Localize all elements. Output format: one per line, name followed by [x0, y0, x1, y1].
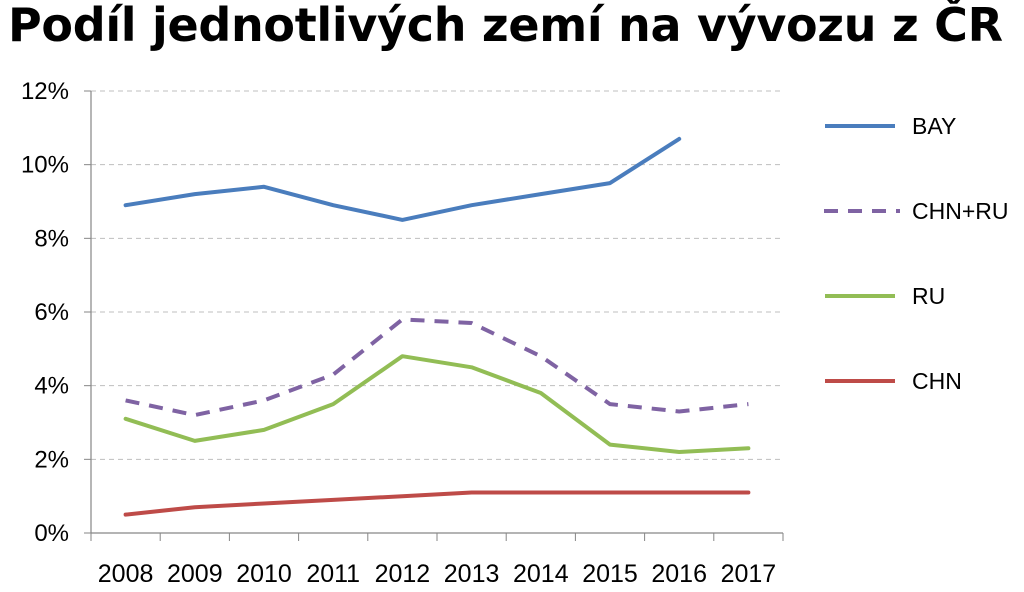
y-tick-label: 6%: [34, 299, 69, 326]
legend-label: RU: [912, 283, 945, 309]
x-tick-label: 2016: [651, 560, 707, 588]
y-tick-label: 12%: [21, 78, 69, 105]
x-tick-label: 2010: [236, 560, 292, 588]
x-axis-tick-labels: 2008 2009 2010 2011 2012 2013 2014 2015 2016 2017: [98, 560, 776, 588]
x-tick-label: 2014: [513, 560, 569, 588]
x-tick-label: 2013: [444, 560, 500, 588]
x-tick-label: 2015: [582, 560, 638, 588]
series-lines: [123, 136, 751, 517]
gridlines: [91, 90, 783, 460]
y-tick-label: 4%: [34, 373, 69, 400]
y-tick-label: 8%: [34, 225, 69, 252]
legend-label: BAY: [912, 113, 956, 139]
x-tick-label: 2008: [98, 560, 154, 588]
axes: [84, 90, 784, 541]
series-line-bay: [123, 136, 682, 222]
x-tick-label: 2012: [375, 560, 431, 588]
x-tick-label: 2009: [167, 560, 223, 588]
legend-item-chn: CHN: [825, 368, 962, 394]
series-line-chn-ru: [125, 317, 749, 418]
chart-title: Podíl jednotlivých zemí na vývozu z ČR: [8, 0, 1003, 52]
legend-item-ru: RU: [825, 283, 945, 309]
y-axis-tick-labels: 0% 2% 4% 6% 8% 10% 12%: [21, 78, 69, 547]
legend-item-chn-ru: CHN+RU: [824, 198, 1008, 224]
legend-item-bay: BAY: [825, 113, 956, 139]
x-tick-label: 2011: [306, 560, 360, 588]
series-line-chn: [123, 490, 751, 517]
y-tick-label: 2%: [34, 446, 69, 473]
series-line-ru: [123, 354, 751, 454]
legend-label: CHN: [912, 368, 962, 394]
y-tick-label: 0%: [34, 520, 69, 547]
legend-label: CHN+RU: [912, 198, 1008, 224]
legend: BAY CHN+RU RU CHN: [824, 113, 1008, 394]
y-tick-label: 10%: [21, 152, 69, 179]
x-tick-label: 2017: [721, 560, 777, 588]
